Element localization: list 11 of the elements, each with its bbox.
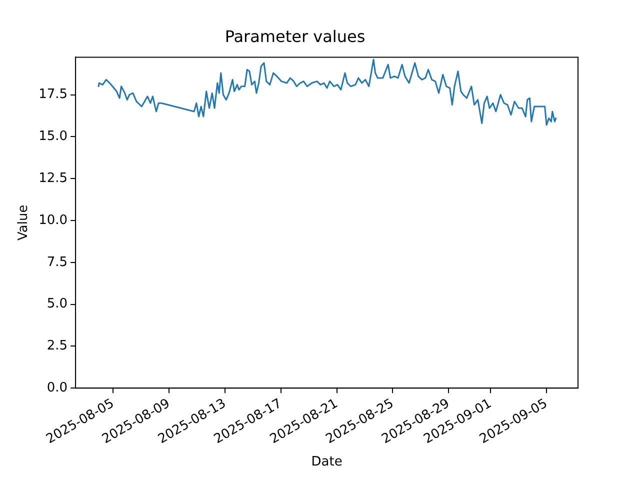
y-tick-label: 10.0: [38, 212, 68, 228]
y-tick-label: 7.5: [46, 254, 68, 270]
y-tick-label: 15.0: [38, 129, 68, 144]
y-axis-title: Value: [16, 204, 32, 241]
y-tick-label: 12.5: [38, 170, 68, 186]
y-tick-label: 0.0: [46, 380, 68, 396]
y-tick-label: 5.0: [46, 296, 68, 312]
y-tick-label: 2.5: [46, 338, 68, 354]
x-axis-title: Date: [311, 454, 342, 470]
chart-title: Parameter values: [224, 26, 366, 46]
y-tick-label: 17.5: [38, 87, 68, 102]
